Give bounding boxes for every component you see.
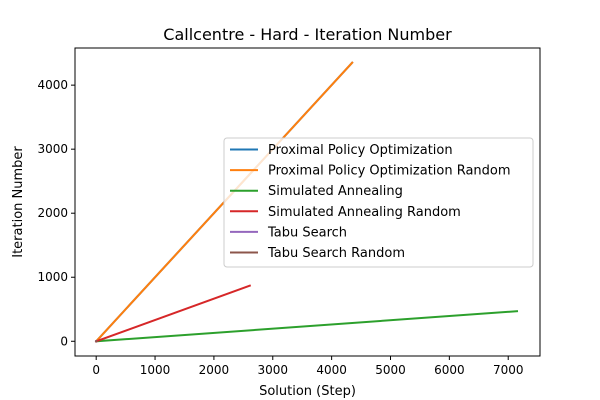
plot-frame xyxy=(74,47,541,357)
x-axis: 0 1000 2000 3000 4000 5000 6000 7000 xyxy=(92,356,523,377)
legend-box xyxy=(223,137,534,268)
x-tick-label: 2000 xyxy=(199,363,230,377)
chart-title: Callcentre - Hard - Iteration Number xyxy=(163,25,452,44)
y-tick-label: 4000 xyxy=(37,78,68,92)
legend: Proximal Policy Optimization Proximal Pol… xyxy=(223,137,534,268)
x-tick-label: 3000 xyxy=(257,363,288,377)
x-axis-label: Solution (Step) xyxy=(259,384,356,399)
y-axis: 0 1000 2000 3000 4000 xyxy=(37,78,75,348)
x-tick-label: 1000 xyxy=(140,363,171,377)
y-tick-label: 3000 xyxy=(37,142,68,156)
y-axis-label: Iteration Number xyxy=(11,146,26,258)
x-tick-label: 0 xyxy=(92,363,100,377)
legend-label-tabu-search-random: Tabu Search Random xyxy=(267,246,405,261)
x-tick-label: 4000 xyxy=(316,363,347,377)
legend-label-proximal-policy-optimization: Proximal Policy Optimization xyxy=(268,143,453,158)
x-tick-label: 6000 xyxy=(434,363,465,377)
series-line-simulated-annealing-random xyxy=(94,284,252,343)
legend-label-tabu-search: Tabu Search xyxy=(267,225,347,240)
legend-label-simulated-annealing-random: Simulated Annealing Random xyxy=(268,205,461,220)
legend-label-proximal-policy-optimization-random: Proximal Policy Optimization Random xyxy=(268,164,511,179)
series-line-simulated-annealing xyxy=(95,310,519,343)
y-tick-label: 2000 xyxy=(37,206,68,220)
legend-label-simulated-annealing: Simulated Annealing xyxy=(268,184,403,199)
y-tick-label: 1000 xyxy=(37,270,68,284)
y-tick-label: 0 xyxy=(60,334,68,348)
x-tick-label: 7000 xyxy=(493,363,524,377)
x-tick-label: 5000 xyxy=(375,363,406,377)
